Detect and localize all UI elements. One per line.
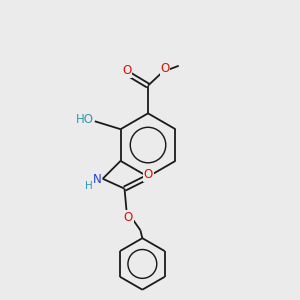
Text: O: O bbox=[144, 168, 153, 181]
Text: N: N bbox=[92, 173, 101, 186]
Text: O: O bbox=[160, 62, 170, 75]
Text: H: H bbox=[85, 181, 93, 191]
Text: O: O bbox=[123, 64, 132, 77]
Text: HO: HO bbox=[76, 113, 94, 126]
Text: O: O bbox=[124, 211, 133, 224]
